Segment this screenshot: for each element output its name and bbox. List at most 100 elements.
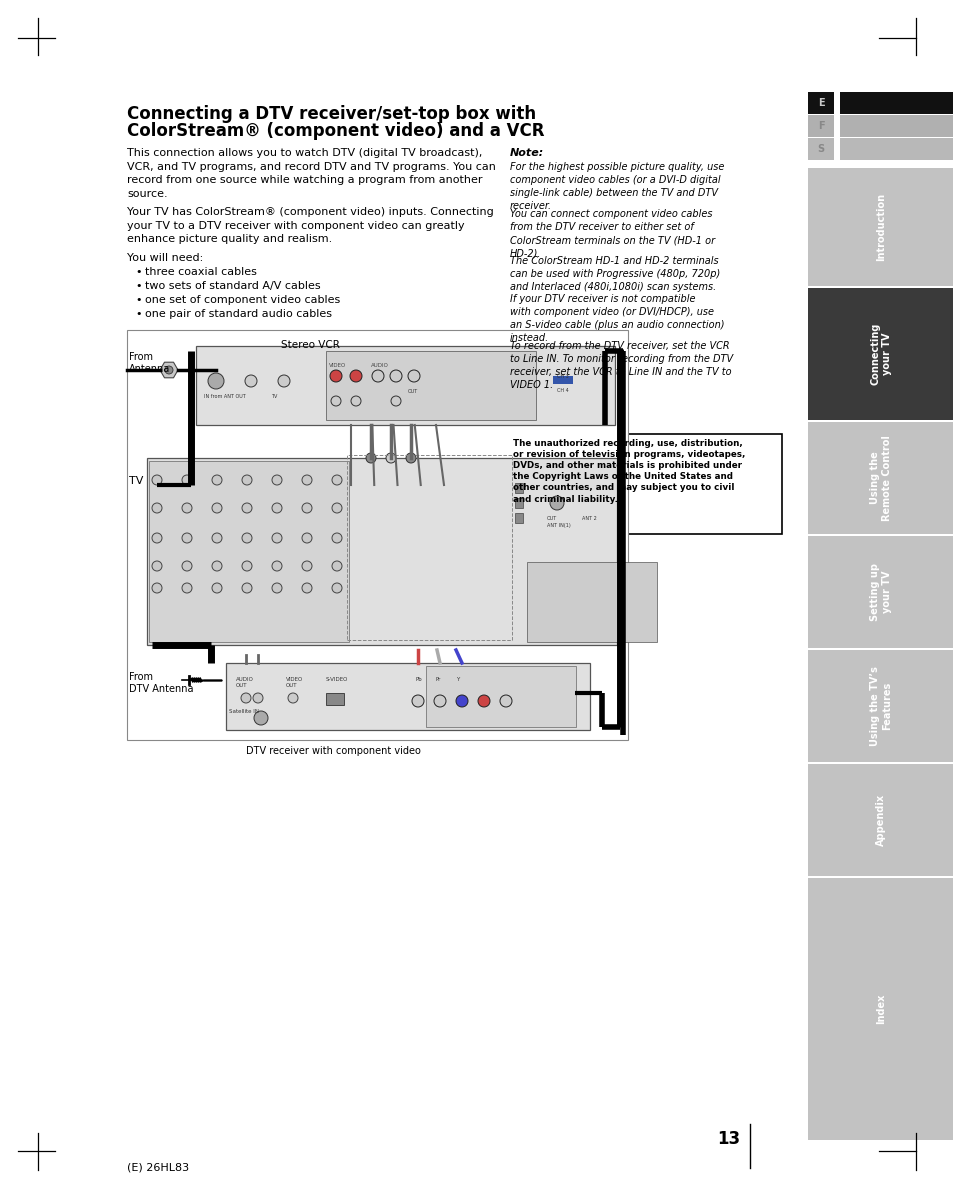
Text: For the highest possible picture quality, use
component video cables (or a DVI-D: For the highest possible picture quality… [510, 162, 723, 211]
Text: Connecting
your TV: Connecting your TV [869, 323, 891, 385]
Circle shape [391, 396, 400, 406]
Bar [515, 513, 522, 523]
Text: CH 3: CH 3 [557, 374, 568, 379]
Text: (E) 26HL83: (E) 26HL83 [127, 1162, 189, 1173]
Bar [807, 764, 953, 876]
Bar [195, 346, 615, 425]
Circle shape [390, 369, 401, 383]
Text: VIDEO: VIDEO [329, 364, 346, 368]
Bar [515, 484, 522, 493]
Bar [807, 115, 833, 137]
Text: Satellite IN: Satellite IN [229, 709, 258, 714]
Circle shape [152, 533, 162, 543]
Text: ANT 2: ANT 2 [581, 516, 597, 522]
Circle shape [302, 561, 312, 571]
Text: one set of component video cables: one set of component video cables [145, 295, 340, 305]
Text: Using the TV’s
Features: Using the TV’s Features [869, 666, 891, 746]
Circle shape [434, 695, 446, 707]
Text: From
Antenna: From Antenna [129, 352, 170, 373]
Bar [515, 498, 522, 508]
Text: •: • [135, 309, 141, 320]
Bar [147, 459, 617, 645]
Text: AUDIO
OUT: AUDIO OUT [235, 677, 253, 688]
Text: Connecting a DTV receiver/set-top box with: Connecting a DTV receiver/set-top box wi… [127, 105, 536, 124]
Text: •: • [135, 295, 141, 305]
Bar [807, 287, 953, 421]
Text: ANT IN(1): ANT IN(1) [546, 523, 570, 527]
Bar [127, 330, 627, 740]
Text: Note:: Note: [510, 148, 543, 158]
Circle shape [550, 497, 563, 510]
Text: Introduction: Introduction [875, 192, 885, 261]
Circle shape [272, 503, 282, 513]
Text: If your DTV receiver is not compatible
with component video (or DVI/HDCP), use
a: If your DTV receiver is not compatible w… [510, 293, 723, 343]
Bar [807, 650, 953, 762]
Bar [326, 350, 536, 421]
Bar [840, 115, 953, 137]
Circle shape [350, 369, 361, 383]
Bar [149, 461, 349, 642]
Circle shape [212, 561, 222, 571]
Circle shape [152, 475, 162, 485]
Circle shape [412, 695, 423, 707]
Circle shape [302, 533, 312, 543]
Text: AUDIO: AUDIO [371, 364, 389, 368]
Bar [840, 138, 953, 160]
Text: Setting up
your TV: Setting up your TV [869, 563, 891, 621]
Bar [226, 663, 589, 729]
Bar [807, 536, 953, 647]
Bar [553, 375, 573, 384]
Circle shape [242, 583, 252, 593]
Text: •: • [135, 282, 141, 291]
Circle shape [253, 693, 263, 703]
Text: S: S [817, 144, 823, 154]
Circle shape [408, 369, 419, 383]
Circle shape [182, 561, 192, 571]
Circle shape [332, 475, 341, 485]
Text: IN from ANT OUT: IN from ANT OUT [204, 394, 246, 399]
Text: OUT: OUT [546, 516, 557, 522]
Circle shape [302, 583, 312, 593]
Circle shape [302, 503, 312, 513]
Circle shape [272, 561, 282, 571]
Circle shape [272, 583, 282, 593]
Text: Stereo VCR: Stereo VCR [281, 340, 339, 350]
Circle shape [242, 561, 252, 571]
Circle shape [212, 503, 222, 513]
Text: Index: Index [875, 994, 885, 1024]
Text: S-VIDEO: S-VIDEO [326, 677, 348, 682]
Circle shape [332, 583, 341, 593]
Text: OUT: OUT [408, 388, 417, 394]
Text: three coaxial cables: three coaxial cables [145, 267, 256, 277]
Bar [807, 878, 953, 1140]
Circle shape [332, 533, 341, 543]
Circle shape [212, 475, 222, 485]
Bar [807, 91, 833, 114]
Circle shape [331, 396, 340, 406]
Circle shape [245, 375, 256, 387]
Circle shape [242, 475, 252, 485]
Text: TV: TV [129, 476, 143, 486]
Circle shape [212, 533, 222, 543]
Circle shape [152, 503, 162, 513]
Bar [507, 434, 781, 533]
Polygon shape [160, 362, 178, 378]
Circle shape [330, 369, 341, 383]
Bar [807, 138, 833, 160]
Circle shape [182, 583, 192, 593]
Bar [807, 422, 953, 533]
Text: VIDEO
OUT: VIDEO OUT [286, 677, 303, 688]
Circle shape [386, 453, 395, 463]
Bar [807, 168, 953, 286]
Bar [526, 562, 657, 642]
Text: From
DTV Antenna: From DTV Antenna [129, 672, 193, 694]
Circle shape [152, 561, 162, 571]
Circle shape [182, 475, 192, 485]
Text: Using the
Remote Control: Using the Remote Control [869, 435, 891, 520]
Text: TV: TV [271, 394, 277, 399]
Text: The unauthorized recording, use, distribution,
or revision of television program: The unauthorized recording, use, distrib… [513, 440, 744, 504]
Text: Your TV has ColorStream® (component video) inputs. Connecting
your TV to a DTV r: Your TV has ColorStream® (component vide… [127, 207, 494, 245]
Circle shape [272, 475, 282, 485]
Circle shape [366, 453, 375, 463]
Circle shape [288, 693, 297, 703]
